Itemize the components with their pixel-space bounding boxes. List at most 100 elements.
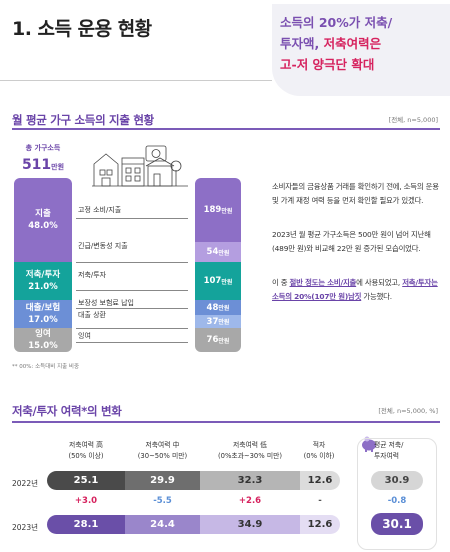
diff-low: +2.6 [238, 496, 262, 506]
col-name: 저축여력 高 [69, 441, 103, 449]
p3-highlight-2: 저축/투자는 소득의 20%(107만 원)남짓 [272, 278, 438, 301]
avg-2022: 30.9 [371, 471, 423, 490]
household-icon [92, 145, 188, 187]
item-bar-saving: 107 만원 [195, 262, 241, 300]
p3-a: 이 중 [272, 278, 290, 287]
avg-header: 평균 저축/ 투자여력 [374, 440, 430, 462]
item-label-loan: 대출 상환 [78, 311, 106, 319]
total-income: 511만원 [14, 154, 72, 173]
item-bar-insurance: 48 만원 [195, 300, 241, 315]
summary-callout: 소득의 20%가 저축/ 투자액, 저축여력은 고-저 양극단 확대 [272, 4, 450, 96]
cell-deficit: 12.6 [300, 515, 340, 534]
item-line [76, 328, 188, 329]
callout-line2a: 투자액, [280, 36, 324, 51]
cell-high: 25.1 [47, 471, 125, 490]
col-header-low: 저축여력 低 (0%초과~30% 미만) [200, 440, 300, 462]
callout-line2: 투자액, 저축여력은 [280, 33, 444, 54]
item-value: 37 [206, 316, 219, 327]
table-row-2022: 25.1 29.9 32.3 12.6 [47, 471, 340, 490]
item-unit: 만원 [221, 207, 233, 215]
segment-label: 지출 [35, 209, 51, 219]
callout-line3: 고-저 양극단 확대 [280, 57, 375, 72]
income-breakdown-bar: 지출 48.0% 저축/투자 21.0% 대출/보험 17.0% 잉여 15.0… [14, 178, 72, 352]
p3-highlight-1: 절반 정도는 소비/지출 [289, 278, 357, 287]
avg-2023: 30.1 [371, 513, 423, 535]
col-header-mid: 저축여력 中 (30~50% 미만) [125, 440, 200, 462]
diff-deficit: - [318, 496, 322, 506]
cell-mid: 24.4 [125, 515, 200, 534]
table-row-2023: 28.1 24.4 34.9 12.6 [47, 515, 340, 534]
item-value: 189 [203, 205, 222, 215]
section2-note: [전체, n=5,000, %] [378, 407, 438, 415]
item-label-surplus: 잉여 [78, 332, 91, 340]
callout-line1: 소득의 20%가 저축/ [280, 15, 393, 30]
cell-low: 32.3 [200, 471, 300, 490]
diff-mid: -5.5 [153, 496, 172, 506]
total-income-label: 총 가구소득 [25, 144, 61, 152]
segment-pct: 15.0% [28, 341, 58, 351]
segment-label: 잉여 [35, 329, 51, 339]
item-bar-loan: 37 만원 [195, 315, 241, 328]
cell-high: 28.1 [47, 515, 125, 534]
item-line [76, 308, 188, 309]
total-income-unit: 만원 [51, 163, 65, 171]
footnote: ** 00%: 소득대비 지출 비중 [12, 364, 80, 370]
item-line [76, 290, 188, 291]
item-label-insurance: 보장성 보험료 납입 [78, 299, 134, 307]
avg-label-2: 투자여력 [374, 452, 400, 460]
item-line [76, 262, 188, 263]
segment-spending: 지출 48.0% [14, 178, 72, 262]
avg-column-box [357, 438, 437, 550]
segment-label: 저축/투자 [25, 270, 61, 280]
callout-line2b: 저축여력은 [323, 36, 382, 51]
item-label-urgent: 긴급/변동성 지출 [78, 242, 128, 250]
segment-label: 대출/보험 [25, 303, 61, 313]
segment-pct: 48.0% [28, 221, 58, 231]
section1-heading: 월 평균 가구 소득의 지출 현황 [12, 113, 154, 127]
segment-pct: 21.0% [28, 282, 58, 292]
avg-label-1: 평균 저축/ [374, 441, 404, 449]
item-bar-fixed: 189 만원 [195, 178, 241, 242]
item-label-fixed: 고정 소비/지출 [78, 206, 122, 214]
diff-high: +3.0 [74, 496, 98, 506]
col-name: 적자 [312, 441, 326, 449]
item-unit: 만원 [221, 278, 233, 286]
col-sub: (50% 이상) [68, 452, 104, 460]
col-name: 저축여력 低 [233, 441, 267, 449]
col-header-high: 저축여력 高 (50% 이상) [47, 440, 125, 462]
item-unit: 만원 [218, 337, 230, 345]
item-line [76, 342, 188, 343]
item-bar-urgent: 54 만원 [195, 242, 241, 262]
segment-pct: 17.0% [28, 315, 58, 325]
section2-divider [12, 421, 440, 423]
item-label-saving: 저축/투자 [78, 271, 107, 279]
item-unit: 만원 [218, 249, 230, 257]
item-value: 54 [206, 247, 219, 257]
page-title: 1. 소득 운용 현황 [12, 18, 152, 40]
col-sub: (30~50% 미만) [137, 452, 188, 460]
item-labels: 고정 소비/지출 긴급/변동성 지출 저축/투자 보장성 보험료 납입 대출 상… [76, 178, 192, 352]
spending-items-bar: 189 만원 54 만원 107 만원 48 만원 37 만원 76 만원 [195, 178, 241, 352]
p3-c: 에 사용되었고, [356, 278, 403, 287]
segment-saving: 저축/투자 21.0% [14, 262, 72, 300]
segment-surplus: 잉여 15.0% [14, 328, 72, 352]
year-label: 2022년 [12, 479, 38, 488]
avg-diff: -0.8 [387, 496, 407, 506]
item-value: 107 [203, 276, 222, 286]
item-value: 76 [206, 335, 219, 345]
cell-deficit: 12.6 [300, 471, 340, 490]
col-name: 저축여력 中 [145, 441, 180, 449]
total-income-value: 511 [21, 157, 52, 173]
paragraph-3: 이 중 절반 정도는 소비/지출에 사용되었고, 저축/투자는 소득의 20%(… [272, 276, 440, 304]
cell-mid: 29.9 [125, 471, 200, 490]
paragraph-1: 소비자들의 금융상품 거래를 확인하기 전에, 소득의 운용 및 가계 재정 여… [272, 182, 439, 205]
section1-note: [전체, n=5,000] [388, 116, 438, 124]
item-line [76, 218, 188, 219]
item-unit: 만원 [218, 305, 230, 312]
paragraph-2: 2023년 월 평균 가구소득은 500만 원이 넘어 지난해(489만 원)와… [272, 230, 431, 253]
segment-loan-insurance: 대출/보험 17.0% [14, 300, 72, 328]
title-divider [0, 80, 272, 81]
item-value: 48 [206, 302, 219, 313]
col-sub: (0% 이하) [303, 452, 335, 460]
section1-divider [12, 128, 440, 130]
